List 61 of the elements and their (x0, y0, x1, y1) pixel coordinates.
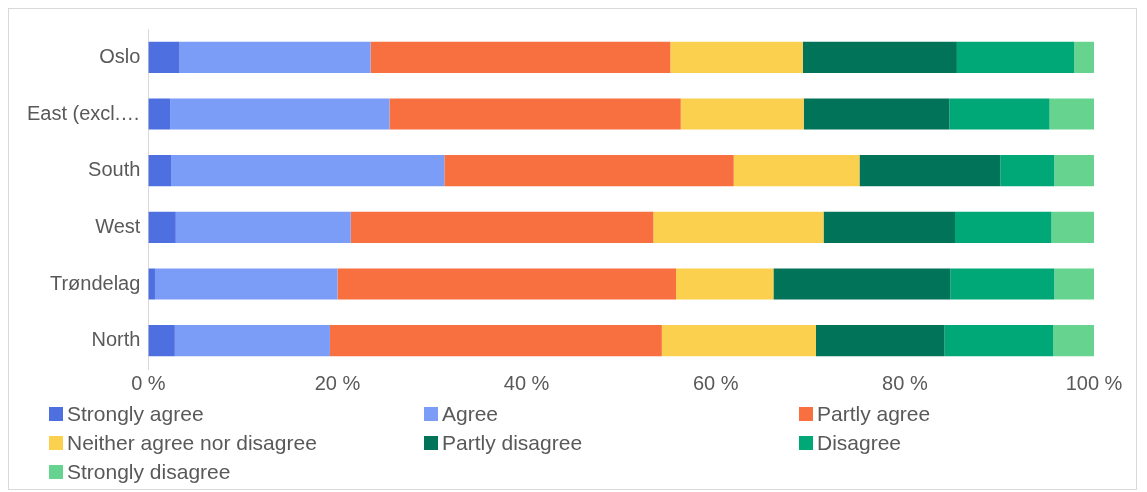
bar (680, 98, 804, 130)
bar (802, 41, 957, 73)
bar (676, 268, 774, 300)
y-tick-label: Oslo (99, 44, 141, 67)
legend-label: Strongly agree (67, 401, 204, 427)
legend-label: Agree (442, 401, 499, 427)
bar (170, 98, 390, 130)
bar (174, 325, 330, 357)
y-tick-label: Trøndelag (49, 271, 141, 294)
bar (773, 268, 951, 300)
bar (1054, 268, 1094, 300)
x-tick-label: 40 % (503, 371, 550, 394)
bar (949, 98, 1050, 130)
bar (171, 155, 445, 187)
bar (1053, 325, 1094, 357)
bar (148, 98, 171, 130)
bar (1000, 155, 1055, 187)
bar (154, 268, 338, 300)
bar (148, 155, 172, 187)
y-tick-label: North (91, 328, 141, 351)
bar (389, 98, 681, 130)
x-tick-label: 60 % (692, 371, 739, 394)
bar (175, 211, 351, 243)
bar (653, 211, 824, 243)
y-tick-label: South (88, 158, 141, 181)
bar (803, 98, 950, 130)
legend-label: Disagree (817, 430, 902, 456)
bar (148, 211, 176, 243)
bar (1074, 41, 1094, 73)
bar (179, 41, 371, 73)
bar (148, 268, 155, 300)
bar (329, 325, 662, 357)
bar (148, 325, 175, 357)
bar (350, 211, 654, 243)
bar (954, 211, 1052, 243)
bar (950, 268, 1055, 300)
bar (815, 325, 945, 357)
bar (859, 155, 1001, 187)
bar (956, 41, 1075, 73)
legend-label: Strongly disagree (67, 459, 231, 485)
y-tick-label: West (95, 214, 141, 237)
bar (148, 41, 180, 73)
legend-label: Neither agree nor disagree (67, 430, 317, 456)
bar (1049, 98, 1094, 130)
x-tick-label: 100 % (1065, 371, 1123, 394)
x-tick-label: 0 % (131, 371, 166, 394)
bar (670, 41, 803, 73)
bar (444, 155, 734, 187)
bar (661, 325, 816, 357)
x-tick-label: 80 % (882, 371, 928, 394)
bar (370, 41, 671, 73)
bar (1051, 211, 1094, 243)
bar (733, 155, 860, 187)
y-tick-label: East (excl.… (27, 101, 141, 124)
bar (944, 325, 1054, 357)
bar (1054, 155, 1094, 187)
legend-label: Partly agree (817, 401, 931, 427)
bar (823, 211, 955, 243)
bar (337, 268, 677, 300)
x-tick-label: 20 % (314, 371, 361, 394)
legend-label: Partly disagree (442, 430, 583, 456)
